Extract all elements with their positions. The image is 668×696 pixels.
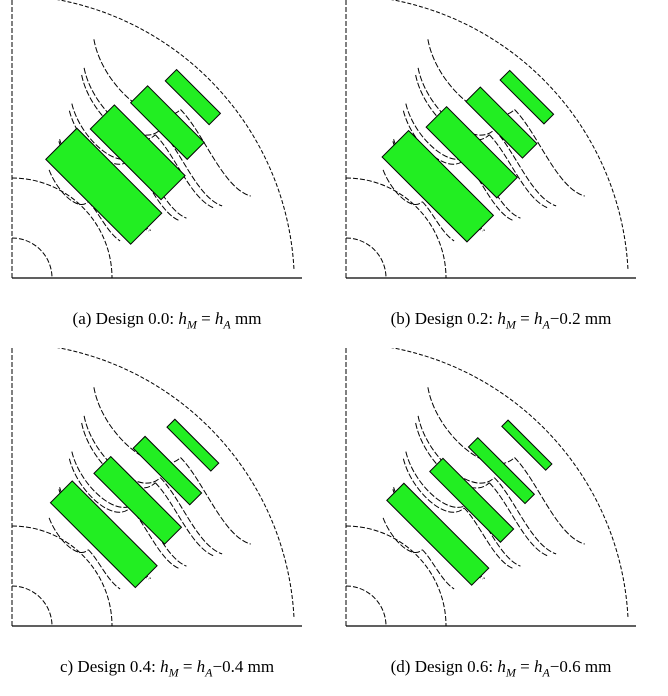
shaft-arc bbox=[11, 177, 113, 279]
magnet-block bbox=[501, 419, 553, 471]
caption-design: Design 0.4: bbox=[77, 657, 156, 676]
caption-label: (a) bbox=[72, 309, 92, 328]
magnet-block bbox=[93, 455, 183, 545]
caption-b: (b) Design 0.2: hM = hA−0.2 mm bbox=[390, 309, 612, 332]
flux-barrier-curve bbox=[382, 169, 455, 242]
caption-unit: mm bbox=[584, 309, 612, 328]
caption-label: (b) bbox=[390, 309, 411, 328]
shaft-arc bbox=[11, 525, 113, 627]
magnet-block bbox=[132, 435, 203, 506]
magnet-block bbox=[499, 69, 555, 125]
magnet-block bbox=[164, 68, 222, 126]
panel-c: c) Design 0.4: hM = hA−0.4 mm bbox=[0, 348, 334, 696]
rotor-cross-section bbox=[345, 0, 636, 279]
panel-a: (a) Design 0.0: hM = hA mm bbox=[0, 0, 334, 348]
caption-d: (d) Design 0.6: hM = hA−0.6 mm bbox=[390, 657, 612, 680]
caption-unit: mm bbox=[235, 309, 262, 328]
caption-label: c) bbox=[59, 657, 74, 676]
panel-d: (d) Design 0.6: hM = hA−0.6 mm bbox=[334, 348, 668, 696]
magnet-block bbox=[129, 85, 205, 161]
inner-arc bbox=[345, 237, 387, 279]
caption-design: Design 0.0: bbox=[95, 309, 175, 328]
flux-barrier-curve bbox=[415, 74, 550, 209]
caption-design: Design 0.2: bbox=[414, 309, 494, 328]
shaft-arc bbox=[345, 525, 447, 627]
flux-barrier-curve bbox=[402, 458, 514, 570]
magnet-block bbox=[49, 480, 158, 589]
flux-barrier-curve bbox=[48, 517, 121, 590]
magnet-block bbox=[465, 86, 538, 159]
rotor-outer-arc bbox=[56, 348, 295, 619]
magnet-block bbox=[381, 129, 495, 243]
inner-arc bbox=[11, 585, 53, 627]
rotor-cross-section bbox=[11, 348, 302, 627]
rotor-cross-section bbox=[11, 0, 302, 279]
magnet-block bbox=[386, 482, 490, 586]
panel-b: (b) Design 0.2: hM = hA−0.2 mm bbox=[334, 0, 668, 348]
magnet-block bbox=[45, 127, 163, 245]
flux-barrier-curve bbox=[405, 451, 521, 567]
flux-barrier-curve bbox=[427, 387, 585, 545]
inner-arc bbox=[345, 585, 387, 627]
magnet-block bbox=[429, 457, 515, 543]
caption-c: c) Design 0.4: hM = hA−0.4 mm bbox=[59, 657, 275, 680]
caption-unit: mm bbox=[584, 657, 612, 676]
shaft-arc bbox=[345, 177, 447, 279]
flux-barrier-curve bbox=[68, 458, 180, 570]
caption-design: Design 0.6: bbox=[414, 657, 494, 676]
inner-arc bbox=[11, 237, 53, 279]
caption-label: (d) bbox=[390, 657, 411, 676]
rotor-cross-section bbox=[345, 348, 636, 627]
flux-barrier-curve bbox=[81, 422, 216, 557]
caption-unit: mm bbox=[247, 657, 275, 676]
magnet-block bbox=[467, 436, 536, 505]
magnet-block bbox=[89, 104, 186, 201]
magnet-block bbox=[425, 106, 518, 199]
rotor-outer-arc bbox=[390, 0, 629, 271]
flux-barrier-curve bbox=[415, 422, 550, 557]
rotor-outer-arc bbox=[56, 0, 295, 271]
flux-barrier-curve bbox=[382, 517, 455, 590]
rotor-outer-arc bbox=[390, 348, 629, 619]
magnet-block bbox=[166, 418, 220, 472]
caption-a: (a) Design 0.0: hM = hA mm bbox=[72, 309, 262, 332]
